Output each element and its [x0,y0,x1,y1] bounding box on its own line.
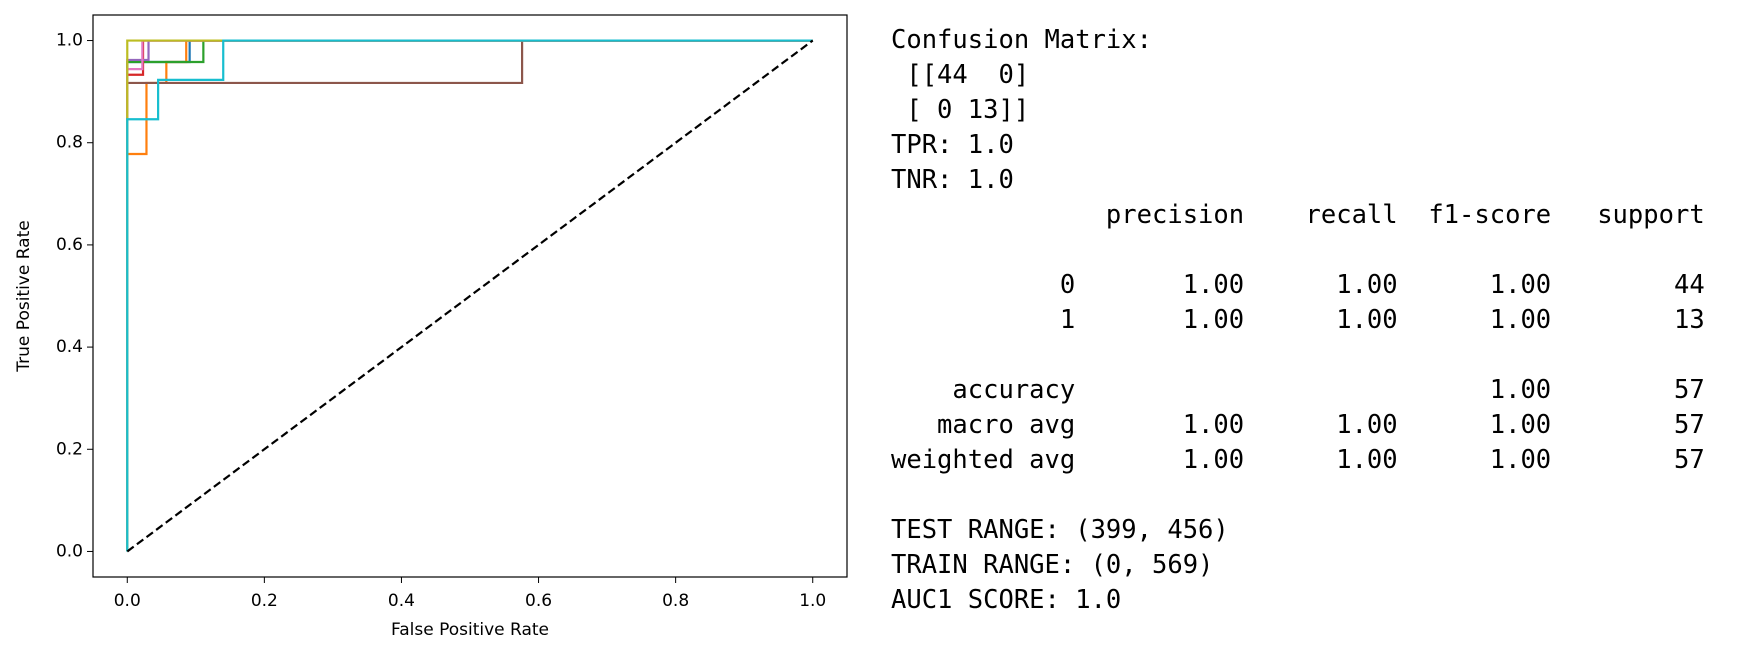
output-line: TNR: 1.0 [891,165,1014,195]
y-tick-label: 0.8 [56,133,83,153]
matrix-block: Confusion Matrix: [[44 0] [ 0 13]] TPR: 1… [891,23,1705,198]
output-line: TPR: 1.0 [891,130,1014,160]
report-row: macro avg 1.00 1.00 1.00 57 [891,410,1705,440]
output-line: Confusion Matrix: [891,25,1152,55]
output-line: TRAIN RANGE: (0, 569) [891,550,1214,580]
output-line: AUC1 SCORE: 1.0 [891,585,1122,615]
output-line: [[44 0] [891,60,1030,90]
output-line: [ 0 13]] [891,95,1030,125]
y-tick-label: 0.0 [56,541,83,561]
y-axis-label: True Positive Rate [14,220,34,372]
report-row: accuracy 1.00 57 [891,375,1705,405]
report-avg-rows: accuracy 1.00 57 macro avg 1.00 1.00 1.0… [891,373,1705,478]
x-tick-label: 0.0 [114,591,141,611]
report-header: precision recall f1-score support [891,200,1705,230]
x-tick-label: 1.0 [799,591,826,611]
chart: 0.0 0.2 0.4 0.6 0.8 1.0 0.0 0.2 0.4 0.6 0.8 1.0 Fals… [14,14,848,640]
report-class-rows: 0 1.00 1.00 1.00 44 1 1.00 1.00 1.00 13 [891,268,1705,338]
roc-line [126,39,813,552]
x-tick-label: 0.4 [388,591,415,611]
report-row: 0 1.00 1.00 1.00 44 [891,270,1705,300]
x-tick-label: 0.2 [251,591,278,611]
report-row: weighted avg 1.00 1.00 1.00 57 [891,445,1705,475]
y-tick-label: 0.6 [56,235,83,255]
x-tick-label: 0.8 [662,591,689,611]
x-axis-label: False Positive Rate [391,620,549,640]
output-line: TEST RANGE: (399, 456) [891,515,1229,545]
roc-line [126,39,814,553]
text-output: Confusion Matrix: [[44 0] [ 0 13]] TPR: 1… [891,23,1705,618]
plot-frame [92,14,848,578]
y-tick-label: 0.4 [56,337,83,357]
y-tick-label: 1.0 [56,31,83,51]
report-row: 1 1.00 1.00 1.00 13 [891,305,1705,335]
y-tick-label: 0.2 [56,439,83,459]
x-tick-label: 0.6 [525,591,552,611]
footer-block: TEST RANGE: (399, 456) TRAIN RANGE: (0, 5… [891,513,1705,618]
